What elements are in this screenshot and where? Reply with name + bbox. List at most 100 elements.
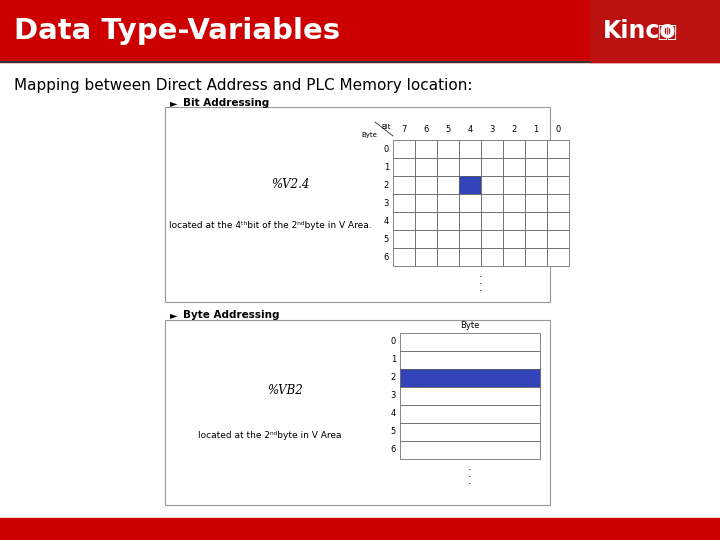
Bar — [547, 140, 569, 158]
Text: 7: 7 — [401, 125, 407, 133]
Bar — [393, 212, 415, 230]
Bar — [547, 248, 569, 266]
Text: 6: 6 — [423, 125, 428, 133]
Bar — [415, 140, 437, 158]
Bar — [393, 248, 415, 266]
Bar — [415, 212, 437, 230]
Bar — [525, 212, 547, 230]
Bar — [459, 140, 481, 158]
Bar — [459, 194, 481, 212]
Text: .: . — [480, 283, 483, 293]
Bar — [525, 194, 547, 212]
Bar — [393, 158, 415, 176]
Text: 3: 3 — [391, 392, 396, 401]
Bar — [400, 423, 540, 441]
Bar — [437, 176, 459, 194]
Text: .: . — [480, 276, 483, 286]
Bar — [437, 248, 459, 266]
Bar — [400, 441, 540, 459]
Text: .: . — [468, 476, 472, 486]
Bar — [481, 230, 503, 248]
Text: located at the 4ᵗʰbit of the 2ⁿᵈbyte in V Area.: located at the 4ᵗʰbit of the 2ⁿᵈbyte in … — [168, 220, 372, 230]
Text: 2: 2 — [511, 125, 517, 133]
Bar — [481, 140, 503, 158]
Text: %VB2: %VB2 — [267, 383, 303, 396]
Bar — [393, 194, 415, 212]
Text: .: . — [468, 462, 472, 472]
Text: 2: 2 — [384, 180, 389, 190]
Bar — [415, 230, 437, 248]
Text: 5: 5 — [391, 428, 396, 436]
Bar — [547, 194, 569, 212]
Bar — [547, 176, 569, 194]
Text: Kinco: Kinco — [603, 19, 677, 43]
Bar — [393, 140, 415, 158]
Text: Data Type-Variables: Data Type-Variables — [14, 17, 340, 45]
Bar — [525, 140, 547, 158]
Bar — [437, 212, 459, 230]
Text: Mapping between Direct Address and PLC Memory location:: Mapping between Direct Address and PLC M… — [14, 78, 472, 93]
Text: 1: 1 — [534, 125, 539, 133]
Bar — [437, 158, 459, 176]
Text: located at the 2ⁿᵈbyte in V Area: located at the 2ⁿᵈbyte in V Area — [198, 430, 342, 440]
Bar — [415, 176, 437, 194]
Bar — [503, 230, 525, 248]
Text: 步科: 步科 — [657, 23, 677, 41]
Bar — [400, 387, 540, 405]
Bar — [590, 0, 720, 62]
Text: 2: 2 — [391, 374, 396, 382]
Bar — [437, 140, 459, 158]
Bar — [503, 140, 525, 158]
Text: 1: 1 — [391, 355, 396, 364]
Bar — [393, 176, 415, 194]
Bar — [503, 158, 525, 176]
Bar — [165, 107, 550, 302]
Bar — [459, 212, 481, 230]
Text: 0: 0 — [555, 125, 561, 133]
Bar — [459, 158, 481, 176]
Bar — [437, 230, 459, 248]
Bar — [503, 248, 525, 266]
Bar — [481, 212, 503, 230]
Bar — [0, 0, 720, 62]
Bar — [437, 194, 459, 212]
Bar — [415, 194, 437, 212]
Bar — [481, 158, 503, 176]
Bar — [400, 405, 540, 423]
Text: 4: 4 — [384, 217, 389, 226]
Bar — [525, 248, 547, 266]
Bar — [400, 369, 540, 387]
Text: 1: 1 — [384, 163, 389, 172]
Text: 4: 4 — [391, 409, 396, 418]
Bar — [503, 212, 525, 230]
Text: 6: 6 — [384, 253, 389, 261]
Text: 4: 4 — [467, 125, 472, 133]
Bar — [165, 320, 550, 505]
Text: 3: 3 — [384, 199, 389, 207]
Text: .: . — [468, 469, 472, 479]
Bar — [400, 351, 540, 369]
Text: 5: 5 — [384, 234, 389, 244]
Text: ►: ► — [170, 98, 178, 108]
Bar — [525, 158, 547, 176]
Text: Byte: Byte — [361, 132, 377, 138]
Bar — [400, 333, 540, 351]
Text: 0: 0 — [391, 338, 396, 347]
Text: %V2.4: %V2.4 — [271, 179, 309, 192]
Bar — [481, 194, 503, 212]
Bar — [415, 158, 437, 176]
Bar — [503, 194, 525, 212]
Text: 6: 6 — [391, 446, 396, 455]
Text: Bit Addressing: Bit Addressing — [183, 98, 269, 108]
Bar — [547, 158, 569, 176]
Text: 3: 3 — [490, 125, 495, 133]
Bar — [525, 230, 547, 248]
Bar — [503, 176, 525, 194]
Bar — [459, 230, 481, 248]
Text: 5: 5 — [446, 125, 451, 133]
Bar — [481, 176, 503, 194]
Bar — [459, 176, 481, 194]
Text: Byte: Byte — [460, 321, 480, 330]
Bar — [481, 248, 503, 266]
Bar — [393, 230, 415, 248]
